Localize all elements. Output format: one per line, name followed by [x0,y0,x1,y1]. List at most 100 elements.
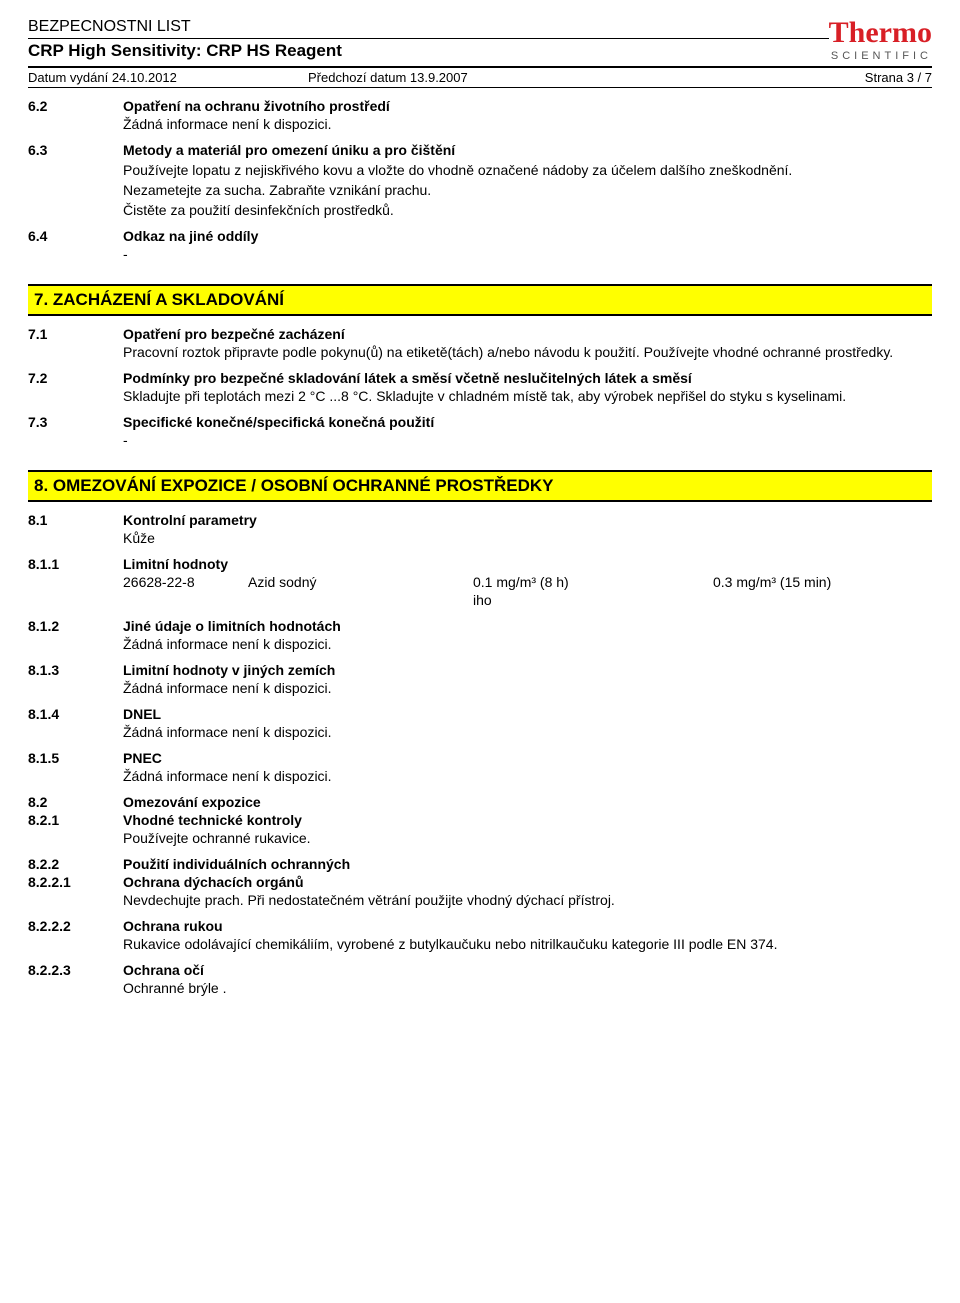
section-8-2-2-1: 8.2.2.1 Ochrana dýchacích orgánů Nevdech… [28,874,932,908]
header-meta: Datum vydání 24.10.2012 Předchozí datum … [28,70,932,85]
section-number: 8.1.5 [28,750,123,784]
section-number: 7.1 [28,326,123,360]
section-body: Žádná informace není k dispozici. [123,680,932,696]
section-heading: Použití individuálních ochranných [123,856,932,872]
section-number: 7.2 [28,370,123,404]
section-8-2-2: 8.2.2 Použití individuálních ochranných [28,856,932,872]
section-content: Ochrana dýchacích orgánů Nevdechujte pra… [123,874,932,908]
section-8-1: 8.1 Kontrolní parametry Kůže [28,512,932,546]
section-number: 8.2 [28,794,123,810]
section-content: DNEL Žádná informace není k dispozici. [123,706,932,740]
previous-date: Předchozí datum 13.9.2007 [308,70,812,85]
section-body: Žádná informace není k dispozici. [123,116,932,132]
section-content: Použití individuálních ochranných [123,856,932,872]
section-content: Metody a materiál pro omezení úniku a pr… [123,142,932,218]
section-number: 8.1.4 [28,706,123,740]
section-number: 6.2 [28,98,123,132]
section-8-1-4: 8.1.4 DNEL Žádná informace není k dispoz… [28,706,932,740]
section-body: Nevdechujte prach. Při nedostatečném vět… [123,892,932,908]
logo-scientific: SCIENTIFIC [829,50,932,62]
section-heading: Kontrolní parametry [123,512,932,528]
section-content: Limitní hodnoty 26628-22-8 Azid sodný 0.… [123,556,932,608]
section-6-2: 6.2 Opatření na ochranu životního prostř… [28,98,932,132]
header-left: BEZPECNOSTNI LIST CRP High Sensitivity: … [28,18,829,61]
substance-name: Azid sodný [248,574,473,590]
logo-thermo: Thermo [829,18,932,48]
paragraph: Používejte lopatu z nejiskřivého kovu a … [123,162,932,178]
section-content: Jiné údaje o limitních hodnotách Žádná i… [123,618,932,652]
divider [28,87,932,88]
section-number: 8.2.2 [28,856,123,872]
section-number: 8.1.3 [28,662,123,696]
section-8-1-5: 8.1.5 PNEC Žádná informace není k dispoz… [28,750,932,784]
section-content: Kontrolní parametry Kůže [123,512,932,546]
section-6-3: 6.3 Metody a materiál pro omezení úniku … [28,142,932,218]
section-8-2-2-3: 8.2.2.3 Ochrana očí Ochranné brýle . [28,962,932,996]
section-content: Odkaz na jiné oddíly [123,228,932,244]
section-number: 8.1.2 [28,618,123,652]
section-heading: Podmínky pro bezpečné skladování látek a… [123,370,932,386]
section-content: Limitní hodnoty v jiných zemích Žádná in… [123,662,932,696]
section-heading: Opatření pro bezpečné zacházení [123,326,932,342]
section-number: 8.2.2.3 [28,962,123,996]
section-body: Používejte ochranné rukavice. [123,830,932,846]
dash: - [123,246,932,262]
section-number: 6.4 [28,228,123,244]
section-body: Ochranné brýle . [123,980,932,996]
limit-values-row: 26628-22-8 Azid sodný 0.1 mg/m³ (8 h) 0.… [123,574,932,590]
section-heading: Odkaz na jiné oddíly [123,228,932,244]
section-content: PNEC Žádná informace není k dispozici. [123,750,932,784]
section-content: Opatření na ochranu životního prostředí … [123,98,932,132]
section-heading: Omezování expozice [123,794,932,810]
limit-15min: 0.3 mg/m³ (15 min) [713,574,932,590]
section-7-2: 7.2 Podmínky pro bezpečné skladování lát… [28,370,932,404]
issue-date: Datum vydání 24.10.2012 [28,70,308,85]
section-number: 8.1.1 [28,556,123,608]
section-number: 8.2.1 [28,812,123,846]
section-body: Kůže [123,530,932,546]
paragraph: Nezametejte za sucha. Zabraňte vznikání … [123,182,932,198]
section-heading: PNEC [123,750,932,766]
section-content: Podmínky pro bezpečné skladování látek a… [123,370,932,404]
section-heading: Metody a materiál pro omezení úniku a pr… [123,142,932,158]
limit-8h: 0.1 mg/m³ (8 h) [473,574,713,590]
doc-type: BEZPECNOSTNI LIST [28,18,829,36]
section-8-1-1: 8.1.1 Limitní hodnoty 26628-22-8 Azid so… [28,556,932,608]
section-number: 6.3 [28,142,123,218]
section-7-1: 7.1 Opatření pro bezpečné zacházení Prac… [28,326,932,360]
section-heading: Jiné údaje o limitních hodnotách [123,618,932,634]
paragraph: Čistěte za použití desinfekčních prostře… [123,202,932,218]
cas-number: 26628-22-8 [123,574,248,590]
section-heading: Opatření na ochranu životního prostředí [123,98,932,114]
section-content: Ochrana očí Ochranné brýle . [123,962,932,996]
page-number: Strana 3 / 7 [812,70,932,85]
section-6-4: 6.4 Odkaz na jiné oddíly [28,228,932,244]
section-content: Ochrana rukou Rukavice odolávající chemi… [123,918,932,952]
dash: - [123,432,932,448]
section-heading: Ochrana očí [123,962,932,978]
section-heading: Specifické konečné/specifická konečná po… [123,414,932,430]
section-number: 8.2.2.1 [28,874,123,908]
section-content: Specifické konečné/specifická konečná po… [123,414,932,430]
section-body: Skladujte při teplotách mezi 2 °C ...8 °… [123,388,932,404]
limit-values-row-2: iho [123,592,932,608]
section-heading: Ochrana rukou [123,918,932,934]
brand-logo: Thermo SCIENTIFIC [829,18,932,62]
section-body: Žádná informace není k dispozici. [123,768,932,784]
section-7-bar: 7. ZACHÁZENÍ A SKLADOVÁNÍ [28,284,932,316]
section-body: Žádná informace není k dispozici. [123,636,932,652]
section-heading: Limitní hodnoty v jiných zemích [123,662,932,678]
section-body: Pracovní roztok připravte podle pokynu(ů… [123,344,932,360]
limit-note: iho [473,592,713,608]
section-body: Rukavice odolávající chemikáliím, vyrobe… [123,936,932,952]
section-content: Vhodné technické kontroly Používejte och… [123,812,932,846]
divider [28,38,829,39]
section-8-bar: 8. OMEZOVÁNÍ EXPOZICE / OSOBNÍ OCHRANNÉ … [28,470,932,502]
section-heading: Limitní hodnoty [123,556,932,572]
section-body: Žádná informace není k dispozici. [123,724,932,740]
section-heading: Vhodné technické kontroly [123,812,932,828]
section-number: 8.2.2.2 [28,918,123,952]
doc-title: CRP High Sensitivity: CRP HS Reagent [28,41,829,61]
section-7-3: 7.3 Specifické konečné/specifická konečn… [28,414,932,430]
section-content: Omezování expozice [123,794,932,810]
